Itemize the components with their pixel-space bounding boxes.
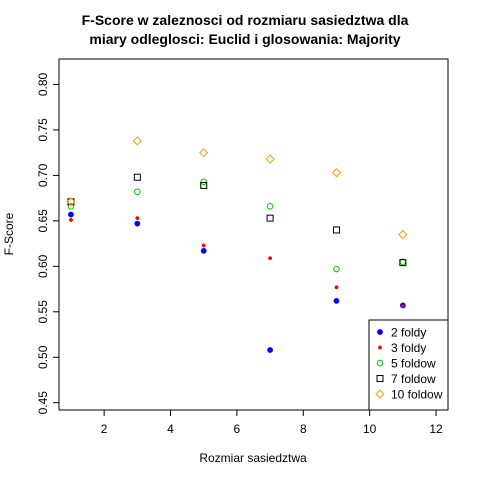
y-tick-label: 0.65: [36, 209, 50, 233]
x-tick-label: 12: [429, 422, 443, 436]
legend-marker-5-foldow: [376, 359, 384, 367]
x-axis: 2 4 6 8 10 12: [101, 410, 443, 436]
data-points: [66, 136, 408, 353]
legend-label-7-foldow: 7 foldow: [391, 372, 436, 386]
point-5-foldow: [67, 203, 75, 210]
point-10-foldow: [398, 229, 408, 240]
x-tick-label: 8: [300, 422, 307, 436]
point-2-foldy: [200, 247, 207, 254]
chart-title-line-1: F-Score w zaleznosci od rozmiaru sasiedz…: [82, 12, 409, 28]
point-3-foldy: [334, 285, 339, 290]
chart-title-line-2: miary odleglosci: Euclid i glosowania: M…: [89, 31, 400, 47]
point-10-foldow: [199, 148, 209, 158]
legend-marker-2-foldy: [377, 329, 383, 335]
point-5-foldow: [266, 203, 274, 210]
point-5-foldow: [200, 178, 208, 186]
x-tick-label: 2: [101, 422, 108, 436]
plot-frame: [58, 58, 449, 411]
x-tick-label: 6: [234, 422, 241, 436]
x-tick-label: 4: [167, 422, 174, 436]
legend-marker-3-foldy: [378, 345, 382, 350]
point-3-foldy: [268, 256, 273, 261]
y-tick-label: 0.80: [36, 72, 50, 96]
y-axis-label: F-Score: [2, 212, 16, 255]
point-3-foldy: [68, 218, 73, 222]
point-2-foldy: [68, 211, 74, 218]
legend-label-3-foldy: 3 foldy: [391, 341, 426, 355]
y-tick-label: 0.70: [36, 163, 50, 187]
x-axis-label: Rozmiar sasiedztwa: [199, 451, 307, 465]
y-tick-label: 0.55: [36, 300, 50, 324]
point-5-foldow: [134, 188, 141, 196]
y-tick-label: 0.50: [36, 345, 50, 369]
point-7-foldow: [67, 198, 75, 206]
point-2-foldy: [333, 297, 340, 304]
y-tick-label: 0.60: [36, 254, 50, 278]
point-2-foldy: [134, 220, 141, 227]
point-7-foldow: [266, 214, 274, 222]
x-tick-label: 10: [363, 422, 377, 436]
point-3-foldy: [400, 304, 405, 309]
y-tick-label: 0.45: [36, 391, 50, 415]
point-7-foldow: [399, 259, 407, 267]
point-7-foldow: [133, 173, 141, 181]
point-7-foldow: [332, 226, 340, 234]
point-3-foldy: [135, 216, 140, 221]
point-7-foldow: [200, 181, 208, 189]
y-tick-label: 0.75: [36, 118, 50, 142]
point-10-foldow: [265, 154, 275, 164]
legend-label-5-foldow: 5 foldow: [391, 357, 436, 371]
point-2-foldy: [267, 347, 273, 353]
point-10-foldow: [331, 168, 342, 178]
legend-marker-7-foldow: [376, 375, 384, 382]
y-axis: 0.45 0.50 0.55 0.60 0.65 0.70 0.75 0.80: [36, 72, 59, 414]
point-3-foldy: [201, 243, 206, 248]
point-5-foldow: [333, 265, 340, 273]
legend-marker-10-foldow: [375, 389, 385, 399]
point-10-foldow: [66, 197, 76, 207]
point-10-foldow: [132, 136, 142, 146]
legend-label-10-foldow: 10 foldow: [391, 388, 443, 402]
legend-label-2-foldy: 2 foldy: [391, 326, 426, 340]
